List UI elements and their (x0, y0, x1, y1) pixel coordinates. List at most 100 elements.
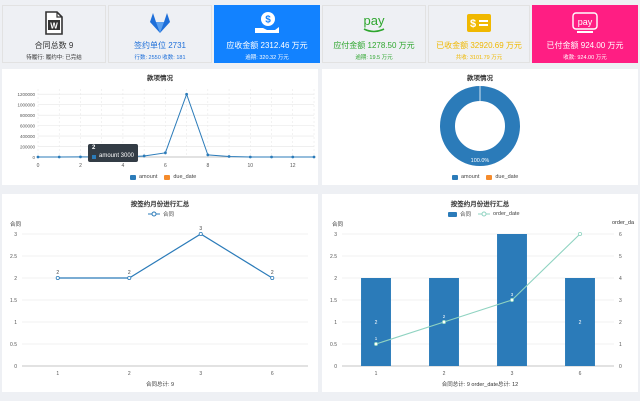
payment-line-chart[interactable]: 0 200000 400000 600000 800000 1000000 1200000 0… (2, 69, 318, 185)
y2-tick-label: 2 (619, 320, 622, 326)
data-point (57, 155, 61, 159)
data-point (270, 155, 273, 159)
data-point (374, 341, 379, 346)
x-tick-label: 12 (290, 163, 296, 169)
pay-word: pay (364, 13, 385, 28)
data-point (127, 276, 132, 281)
y-tick-label: 400000 (20, 134, 36, 139)
data-label: 3 (511, 292, 514, 297)
x-tick-label: 3 (511, 371, 514, 377)
y-axis-label: 合同 (10, 222, 22, 228)
y-axis-label-right: order_da (612, 220, 635, 226)
data-point (55, 276, 60, 281)
series-line-amount (38, 92, 314, 158)
data-label: 6 (579, 226, 582, 231)
x-tick-label: 6 (164, 163, 167, 169)
chart-tooltip: 2 amount 3000 (88, 144, 138, 162)
legend-item[interactable]: order_date (493, 211, 520, 217)
y-tick-label: 0 (32, 155, 35, 160)
bar-label: 2 (375, 320, 378, 326)
y2-tick-label: 3 (619, 298, 622, 304)
card-sub: 待履行: 履约中: 已完结 (26, 55, 82, 61)
month-combo-chart[interactable]: 00.511.522.530123456123622321236 (322, 194, 638, 392)
card-title: 应付金额 1278.50 万元 (333, 41, 415, 50)
chart-legend: 合同 (148, 210, 174, 218)
y-tick-label: 2 (14, 276, 17, 282)
y-tick-label: 1 (334, 320, 337, 326)
card-units[interactable]: 签约单位 2731 行数: 2550 收数: 181 (108, 5, 212, 63)
apple-pay-icon: pay (533, 10, 637, 36)
data-label: 2 (56, 270, 59, 276)
card-paid[interactable]: pay 已付金额 924.00 万元 收款: 924.00 万元 (532, 5, 638, 63)
x-tick-label: 4 (122, 163, 125, 169)
chart-footer: 合同总计: 9 order_date总计: 12 (441, 382, 519, 388)
word-letter: W (50, 22, 58, 31)
card-contracts[interactable]: W 合同总数 9 待履行: 履约中: 已完结 (2, 5, 106, 63)
legend-item[interactable]: due_date (495, 174, 519, 180)
legend-item[interactable]: due_date (173, 174, 197, 180)
y-tick-label: 1 (14, 320, 17, 326)
y2-tick-label: 5 (619, 254, 622, 260)
y-tick-label: 0.5 (330, 342, 337, 348)
y-tick-label: 0 (334, 364, 337, 370)
tooltip-label: amount (99, 153, 120, 159)
x-tick-label: 2 (128, 371, 131, 377)
series-line-order-date (375, 233, 581, 345)
card-sub: 共收: 3101.79 万元 (455, 55, 503, 61)
y-tick-label: 800000 (20, 113, 36, 118)
data-point (291, 155, 295, 159)
x-tick-label: 2 (443, 371, 446, 377)
panel-title: 款项情况 (147, 75, 173, 82)
x-tick-label: 0 (37, 163, 40, 169)
card-receivable[interactable]: $ 应收金额 2312.46 万元 逾期: 320.32 万元 (214, 5, 320, 63)
y-tick-label: 0 (14, 364, 17, 370)
payment-donut-chart[interactable]: 100.0% (322, 69, 638, 185)
card-received[interactable]: $ 已收金额 32920.69 万元 共收: 3101.79 万元 (428, 5, 530, 63)
tooltip-value: 3000 (120, 153, 134, 159)
panel-payment-donut: 款项情况 100.0% amount due_date (322, 69, 638, 185)
chart-legend: amount due_date (452, 174, 518, 180)
chart-legend: 合同 order_date (448, 210, 520, 218)
panel-title: 按签约月份进行汇总 (130, 201, 190, 208)
legend-item[interactable]: amount (139, 174, 158, 180)
legend-item[interactable]: amount (461, 174, 480, 180)
kpi-cards: W 合同总数 9 待履行: 履约中: 已完结 签约单位 2731 行数: 255… (2, 5, 638, 65)
legend-swatch (486, 174, 493, 180)
card-title: 已付金额 924.00 万元 (546, 41, 624, 50)
chart-footer: 合同总计: 9 (145, 382, 175, 388)
card-sub: 逾期: 19.5 万元 (355, 55, 393, 61)
data-label: 2 (443, 314, 446, 319)
slice-label: 100.0% (471, 158, 490, 164)
data-point (577, 232, 582, 237)
panel-title: 按签约月份进行汇总 (450, 201, 510, 208)
legend-item[interactable]: 合同 (163, 212, 175, 218)
panel-month-combo: 按签约月份进行汇总 合同 order_date 合同 order_da 0 0.5… (322, 194, 638, 392)
y-tick-label: 1000000 (17, 103, 35, 108)
x-tick-label: 1 (56, 371, 59, 377)
data-point (312, 155, 316, 159)
legend-line-marker (148, 211, 160, 217)
x-tick-label: 6 (579, 371, 582, 377)
data-point (442, 320, 447, 325)
data-label: 3 (199, 226, 202, 232)
month-line-chart[interactable]: 0 0.5 1 1.5 2 2.5 3 1 2 3 6 2 2 3 2 (2, 194, 318, 392)
bar (361, 278, 391, 366)
y2-tick-label: 0 (619, 364, 622, 370)
card-sub: 收款: 924.00 万元 (563, 55, 607, 61)
y-tick-label: 3 (14, 232, 17, 238)
y-tick-label: 1.5 (330, 298, 337, 304)
data-label: 1 (375, 336, 378, 341)
data-point (163, 151, 167, 155)
y-tick-label: 2 (334, 276, 337, 282)
data-point (185, 92, 189, 96)
legend-item[interactable]: 合同 (460, 212, 472, 218)
data-point (248, 155, 252, 159)
card-payable[interactable]: pay 应付金额 1278.50 万元 逾期: 19.5 万元 (322, 5, 426, 63)
legend-swatch (130, 174, 136, 180)
data-point (142, 154, 146, 158)
card-title: 已收金额 32920.69 万元 (436, 41, 522, 50)
y-tick-label: 1.5 (10, 298, 17, 304)
y-tick-label: 2.5 (10, 254, 17, 260)
data-point (270, 276, 275, 281)
y-axis-label-left: 合同 (332, 222, 344, 228)
